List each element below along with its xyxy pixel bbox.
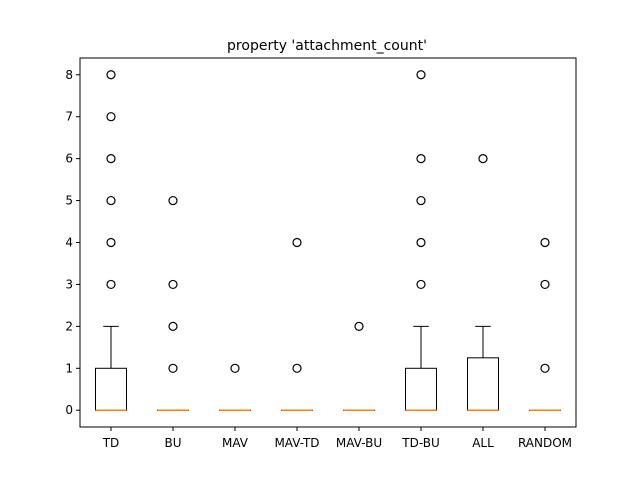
box-group bbox=[467, 154, 499, 411]
x-tick-label: BU bbox=[164, 436, 181, 450]
outlier-point bbox=[168, 321, 178, 331]
outlier-point bbox=[230, 363, 240, 373]
x-tick-label: MAV-BU bbox=[336, 436, 382, 450]
y-tick-label: 1 bbox=[65, 361, 73, 375]
y-tick-label: 6 bbox=[65, 152, 73, 166]
y-tick-label: 4 bbox=[65, 236, 73, 250]
outlier-point bbox=[106, 154, 116, 164]
x-tick-label: MAV bbox=[222, 436, 249, 450]
box-group bbox=[529, 237, 561, 411]
outlier-point bbox=[478, 154, 488, 164]
y-tick-label: 5 bbox=[65, 194, 73, 208]
y-tick-label: 8 bbox=[65, 68, 73, 82]
chart-title: property 'attachment_count' bbox=[227, 38, 427, 54]
outlier-point bbox=[416, 70, 426, 80]
outlier-point bbox=[168, 363, 178, 373]
y-axis: 0 1 2 3 4 5 6 7 8 bbox=[65, 68, 80, 417]
x-tick-label: TD bbox=[102, 436, 120, 450]
outlier-point bbox=[106, 70, 116, 80]
outlier-point bbox=[540, 279, 550, 290]
outlier-point bbox=[416, 237, 426, 248]
box-group bbox=[343, 321, 375, 411]
x-tick-label: RANDOM bbox=[518, 436, 572, 450]
y-tick-label: 3 bbox=[65, 277, 73, 291]
outlier-point bbox=[540, 363, 550, 373]
box-group bbox=[219, 363, 251, 411]
x-tick-label: TD-BU bbox=[401, 436, 440, 450]
outlier-point bbox=[106, 195, 116, 206]
box-group bbox=[405, 70, 437, 411]
x-tick-label: MAV-TD bbox=[274, 436, 319, 450]
outlier-point bbox=[416, 154, 426, 164]
plot-area bbox=[95, 70, 561, 411]
outlier-point bbox=[106, 112, 116, 122]
outlier-point bbox=[106, 237, 116, 248]
y-tick-label: 2 bbox=[65, 319, 73, 333]
outlier-point bbox=[168, 195, 178, 206]
outlier-point bbox=[292, 237, 302, 248]
box-group bbox=[157, 195, 189, 411]
x-tick-label: ALL bbox=[472, 436, 494, 450]
outlier-point bbox=[168, 279, 178, 290]
outlier-point bbox=[416, 279, 426, 290]
outlier-point bbox=[540, 237, 550, 248]
y-tick-label: 7 bbox=[65, 110, 73, 124]
box-group bbox=[95, 70, 127, 411]
outlier-point bbox=[292, 363, 302, 373]
outlier-point bbox=[354, 321, 364, 331]
box-group bbox=[281, 237, 313, 411]
y-tick-label: 0 bbox=[65, 403, 73, 417]
outlier-point bbox=[106, 279, 116, 290]
x-axis: TD BU MAV MAV-TD MAV-BU TD-BU ALL RANDOM bbox=[102, 427, 572, 450]
outlier-point bbox=[416, 195, 426, 206]
